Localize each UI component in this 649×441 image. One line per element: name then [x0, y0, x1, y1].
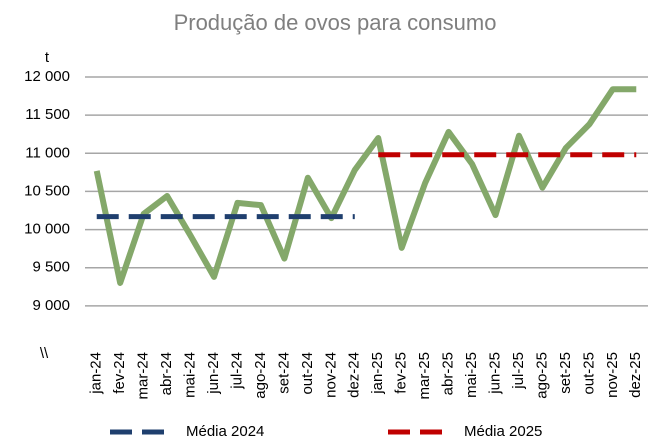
- x-tick-label: mai-24: [182, 352, 199, 398]
- x-tick-label: mar-24: [135, 352, 152, 400]
- x-tick-label: out-24: [299, 352, 316, 395]
- x-tick-label: nov-25: [604, 352, 621, 398]
- chart-title: Produção de ovos para consumo: [174, 10, 497, 35]
- x-tick-label: jul-24: [228, 352, 245, 390]
- x-tick-label: fev-25: [393, 352, 410, 394]
- y-tick-label: 10 000: [24, 221, 70, 238]
- x-tick-label: mar-25: [416, 352, 433, 400]
- x-tick-label: nov-24: [322, 352, 339, 398]
- legend-label: Média 2024: [186, 423, 264, 440]
- y-tick-label: 9 000: [32, 297, 70, 314]
- x-tick-label: abr-24: [158, 352, 175, 395]
- x-tick-label: fev-24: [111, 352, 128, 394]
- x-tick-label: jun-25: [486, 352, 503, 395]
- y-unit: t: [45, 49, 50, 66]
- legend-label: Média 2025: [464, 423, 542, 440]
- x-tick-label: ago-25: [533, 352, 550, 399]
- y-tick-label: 12 000: [24, 68, 70, 85]
- x-tick-label: out-25: [580, 352, 597, 395]
- x-tick-label: jun-24: [205, 352, 222, 395]
- y-tick-label: 10 500: [24, 182, 70, 199]
- x-tick-label: dez-25: [627, 352, 644, 398]
- x-tick-label: set-24: [275, 352, 292, 394]
- x-tick-label: dez-24: [346, 352, 363, 398]
- y-tick-label: 9 500: [32, 259, 70, 276]
- x-tick-label: set-25: [557, 352, 574, 394]
- x-tick-label: jan-24: [88, 352, 105, 395]
- x-tick-label: mai-25: [463, 352, 480, 398]
- y-tick-label: 11 500: [25, 106, 70, 123]
- x-tick-label: jan-25: [369, 352, 386, 395]
- y-tick-label: 11 000: [25, 144, 70, 161]
- x-tick-label: ago-24: [252, 352, 269, 399]
- x-tick-label: jul-25: [510, 352, 527, 390]
- x-tick-label: abr-25: [440, 352, 457, 395]
- axis-break: \\: [40, 345, 49, 362]
- data-line: [93, 86, 637, 286]
